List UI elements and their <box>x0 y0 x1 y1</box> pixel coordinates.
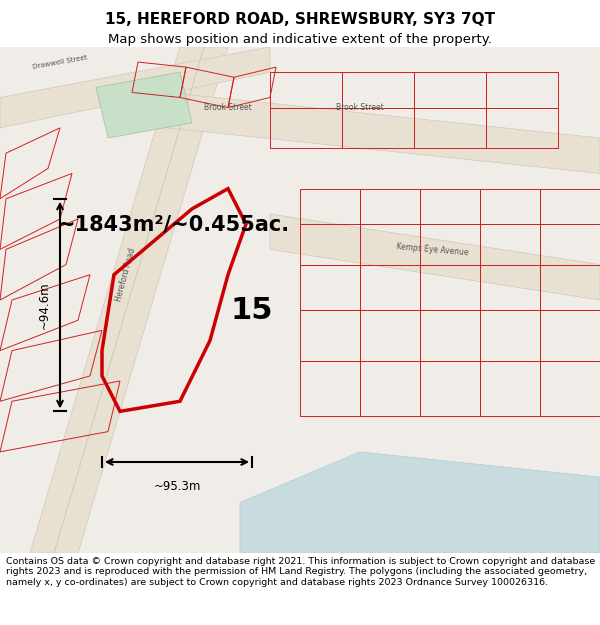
Bar <box>420 361 480 416</box>
Bar <box>414 72 486 107</box>
Bar <box>342 72 414 107</box>
Text: Hereford Road: Hereford Road <box>115 247 137 302</box>
Bar <box>300 189 360 224</box>
Bar <box>486 107 558 148</box>
Bar <box>420 224 480 264</box>
Text: ~1843m²/~0.455ac.: ~1843m²/~0.455ac. <box>58 214 290 234</box>
Text: Brook Street: Brook Street <box>204 103 252 112</box>
Bar <box>480 361 540 416</box>
Text: ~95.3m: ~95.3m <box>154 480 200 492</box>
Bar <box>360 310 420 361</box>
Bar <box>300 310 360 361</box>
Polygon shape <box>120 88 600 173</box>
Bar <box>480 264 540 310</box>
Bar <box>540 310 600 361</box>
Bar <box>342 107 414 148</box>
Bar <box>360 361 420 416</box>
Bar <box>300 264 360 310</box>
Bar <box>480 189 540 224</box>
Text: ~94.6m: ~94.6m <box>38 281 51 329</box>
Text: Contains OS data © Crown copyright and database right 2021. This information is : Contains OS data © Crown copyright and d… <box>6 557 595 586</box>
Bar <box>540 189 600 224</box>
Bar <box>360 264 420 310</box>
Bar <box>300 224 360 264</box>
Bar <box>420 189 480 224</box>
Bar <box>540 224 600 264</box>
Bar <box>480 224 540 264</box>
Bar <box>270 107 342 148</box>
Bar <box>300 361 360 416</box>
Text: 15: 15 <box>231 296 273 324</box>
Bar <box>540 264 600 310</box>
Text: Drawwell Street: Drawwell Street <box>32 54 88 70</box>
Bar <box>486 72 558 107</box>
Bar <box>360 189 420 224</box>
Bar <box>270 72 342 107</box>
Bar <box>540 361 600 416</box>
Polygon shape <box>0 47 270 128</box>
Bar <box>360 224 420 264</box>
Bar <box>420 264 480 310</box>
Text: Kemps Eye Avenue: Kemps Eye Avenue <box>395 242 469 257</box>
Bar <box>414 107 486 148</box>
Bar <box>420 310 480 361</box>
Bar <box>480 310 540 361</box>
Polygon shape <box>240 452 600 553</box>
Polygon shape <box>30 47 228 553</box>
Polygon shape <box>96 72 192 138</box>
Polygon shape <box>270 214 600 300</box>
Text: Brook Street: Brook Street <box>336 103 384 112</box>
Text: Map shows position and indicative extent of the property.: Map shows position and indicative extent… <box>108 32 492 46</box>
Text: 15, HEREFORD ROAD, SHREWSBURY, SY3 7QT: 15, HEREFORD ROAD, SHREWSBURY, SY3 7QT <box>105 12 495 27</box>
